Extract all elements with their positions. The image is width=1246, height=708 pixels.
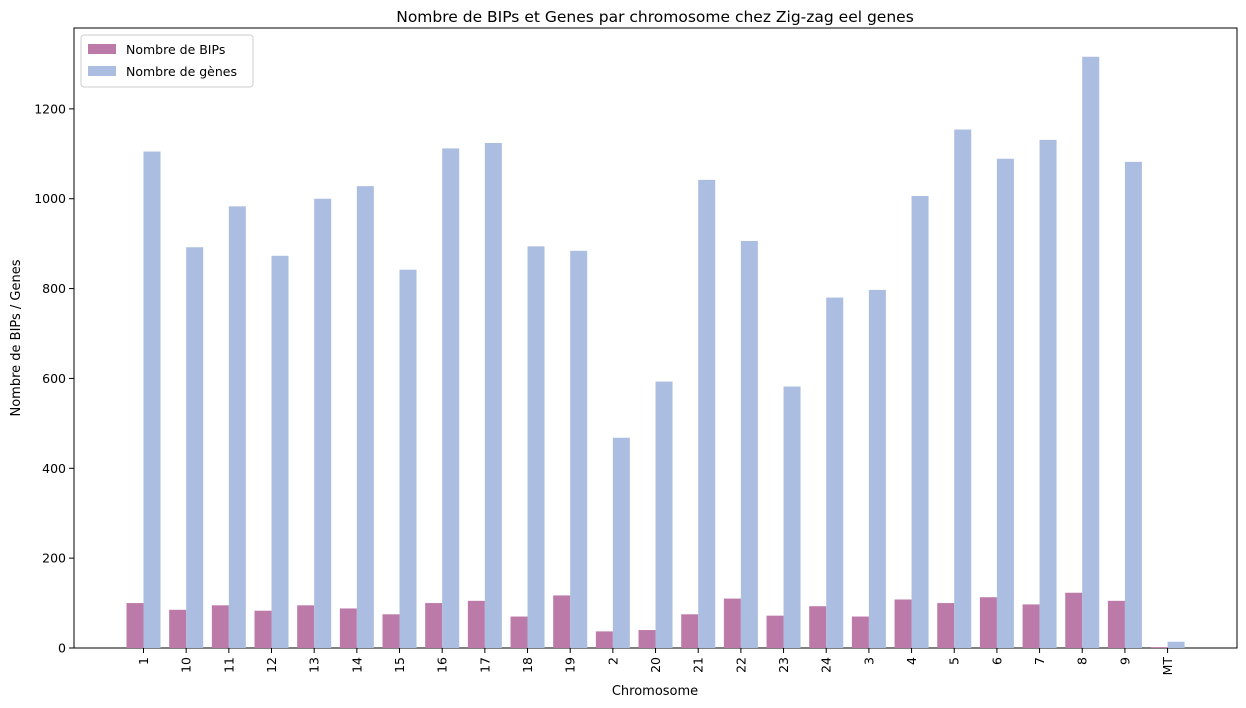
x-tick-label: 14 — [349, 657, 364, 673]
x-tick-label: 1 — [136, 657, 151, 665]
x-tick-label: 13 — [307, 657, 322, 673]
bar-bips-4 — [894, 599, 912, 648]
bar-genes-MT — [1167, 641, 1185, 648]
bar-genes-22 — [740, 240, 758, 648]
legend-swatch-genes — [88, 66, 116, 76]
bar-bips-8 — [1065, 592, 1083, 648]
bar-genes-13 — [314, 198, 332, 648]
y-tick-label: 600 — [42, 371, 66, 386]
bar-genes-12 — [271, 255, 289, 648]
bar-bips-3 — [851, 616, 869, 648]
x-tick-label: 23 — [776, 657, 791, 673]
x-tick-label: 9 — [1117, 657, 1132, 665]
x-tick-label: 20 — [648, 657, 663, 673]
bar-genes-19 — [570, 250, 588, 648]
bar-genes-5 — [954, 129, 972, 649]
bar-genes-2 — [612, 437, 630, 648]
bar-bips-2 — [595, 631, 613, 648]
bar-genes-20 — [655, 381, 673, 648]
bar-bips-15 — [382, 614, 400, 648]
bar-genes-9 — [1124, 161, 1142, 648]
x-tick-label: 10 — [179, 657, 194, 673]
x-tick-label: 5 — [947, 657, 962, 665]
bar-genes-6 — [996, 158, 1014, 649]
x-tick-label: 21 — [691, 657, 706, 673]
bar-bips-12 — [254, 610, 272, 648]
legend-label-genes: Nombre de gènes — [126, 64, 237, 79]
bar-genes-14 — [356, 186, 374, 648]
y-axis-ticks: 0 200 400 600 800 1000 1200 — [34, 101, 74, 656]
y-tick-label: 1200 — [34, 101, 66, 116]
bar-bips-24 — [809, 606, 827, 648]
legend-box — [80, 34, 254, 88]
x-tick-label: 8 — [1075, 657, 1090, 665]
bar-genes-10 — [186, 247, 204, 648]
bar-bips-6 — [979, 597, 997, 648]
bar-genes-15 — [399, 269, 417, 648]
x-tick-label: 12 — [264, 657, 279, 673]
bar-genes-1 — [143, 151, 161, 649]
x-tick-label: 4 — [904, 657, 919, 665]
x-tick-label: 24 — [819, 657, 834, 673]
bar-bips-9 — [1107, 600, 1125, 648]
bar-genes-21 — [698, 179, 716, 649]
y-axis-label: Nombre de BIPs / Genes — [9, 259, 24, 416]
y-tick-label: 400 — [42, 461, 66, 476]
bar-bips-21 — [681, 614, 699, 648]
chart-title: Nombre de BIPs et Genes par chromosome c… — [396, 8, 914, 26]
x-tick-label: 19 — [563, 657, 578, 673]
bar-genes-7 — [1039, 139, 1057, 648]
legend: Nombre de BIPs Nombre de gènes — [80, 34, 254, 88]
bar-genes-4 — [911, 196, 929, 648]
x-tick-label: 22 — [733, 657, 748, 673]
x-tick-label: 3 — [861, 657, 876, 665]
x-tick-label: 16 — [435, 657, 450, 673]
legend-swatch-bips — [88, 44, 116, 54]
x-tick-label: 6 — [989, 657, 1004, 665]
x-tick-label: 11 — [221, 657, 236, 673]
x-tick-label: 7 — [1032, 657, 1047, 665]
x-axis-label: Chromosome — [612, 684, 698, 699]
bar-bips-1 — [126, 603, 144, 648]
x-tick-label: 18 — [520, 657, 535, 673]
bar-genes-18 — [527, 246, 545, 648]
bar-bips-20 — [638, 630, 656, 648]
bar-bips-5 — [937, 603, 955, 648]
bar-genes-24 — [826, 297, 844, 648]
bar-genes-16 — [442, 148, 460, 648]
bar-bips-19 — [553, 595, 571, 648]
bar-bips-22 — [723, 598, 741, 648]
bar-genes-17 — [484, 143, 502, 648]
bar-bips-14 — [339, 608, 357, 648]
bar-bips-13 — [297, 605, 315, 648]
bar-genes-23 — [783, 386, 801, 648]
bar-genes-3 — [868, 289, 886, 648]
y-tick-label: 0 — [58, 641, 66, 656]
x-tick-label: MT — [1160, 657, 1175, 676]
bar-bips-MT — [1150, 647, 1168, 648]
y-tick-label: 800 — [42, 281, 66, 296]
bar-bips-7 — [1022, 604, 1040, 648]
bar-bips-17 — [467, 600, 485, 648]
plot-area — [73, 27, 1238, 649]
x-axis-ticks: 1 10 11 12 13 14 15 16 17 18 19 2 20 21 22 23 24 3 4 5 6 7 8 9 M… — [136, 648, 1175, 675]
bar-genes-8 — [1082, 56, 1100, 648]
x-tick-label: 15 — [392, 657, 407, 673]
bar-bips-11 — [211, 605, 229, 648]
bar-genes-11 — [228, 206, 246, 649]
bar-bips-18 — [510, 616, 528, 648]
bar-bips-10 — [169, 609, 187, 648]
bar-bips-16 — [425, 603, 443, 648]
legend-label-bips: Nombre de BIPs — [126, 42, 225, 57]
x-tick-label: 17 — [477, 657, 492, 673]
y-tick-label: 200 — [42, 551, 66, 566]
bars-group — [126, 56, 1185, 649]
bar-bips-23 — [766, 615, 784, 648]
x-tick-label: 2 — [605, 657, 620, 665]
y-tick-label: 1000 — [34, 191, 66, 206]
